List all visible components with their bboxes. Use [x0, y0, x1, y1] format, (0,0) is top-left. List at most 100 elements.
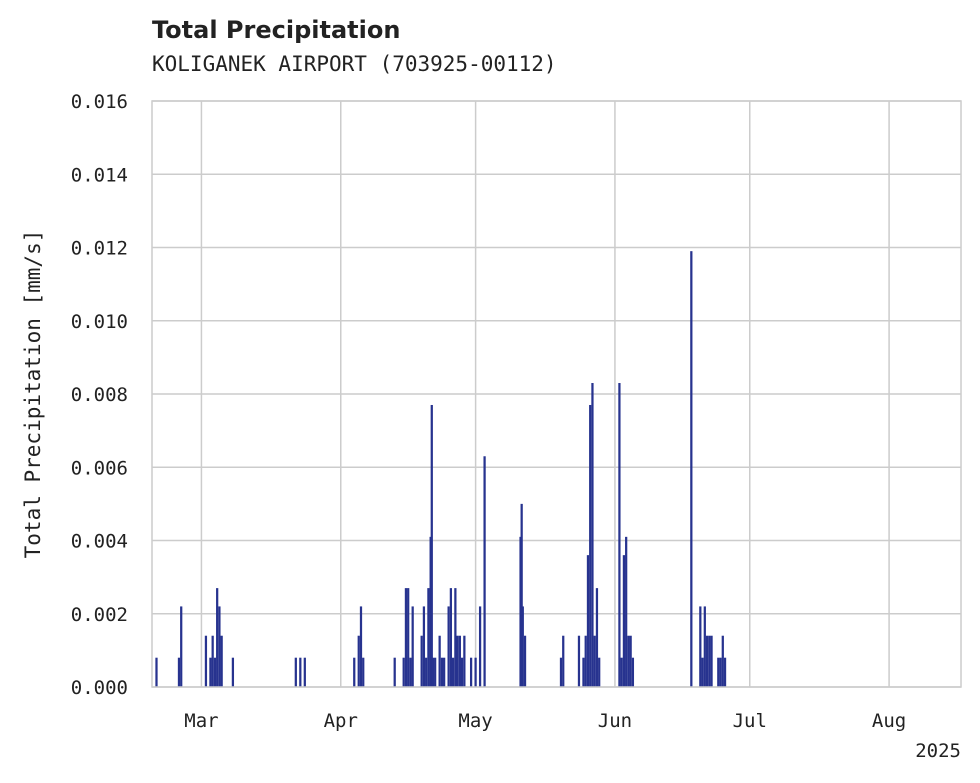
precipitation-bar: [591, 383, 594, 687]
precipitation-bar: [589, 404, 592, 687]
x-tick-label: Mar: [184, 710, 218, 732]
precipitation-bar: [211, 635, 214, 687]
precipitation-bar: [719, 657, 722, 687]
precipitation-bar: [586, 555, 590, 687]
precipitation-bar: [180, 606, 183, 687]
y-tick-label: 0.000: [71, 677, 128, 699]
precipitation-bar: [447, 606, 450, 687]
y-tick-label: 0.006: [71, 457, 128, 479]
precipitation-bar: [699, 606, 702, 687]
precipitation-bar: [703, 606, 706, 687]
precipitation-bar: [701, 657, 704, 687]
precipitation-bar: [454, 588, 457, 687]
y-tick-label: 0.004: [71, 531, 128, 553]
precipitation-bar: [622, 555, 626, 687]
precipitation-bar: [456, 635, 459, 687]
precipitation-bar: [483, 456, 486, 687]
precipitation-bar: [411, 606, 414, 687]
precipitation-bar: [582, 657, 585, 687]
precipitation-bar: [440, 657, 444, 687]
precipitation-bar: [420, 635, 423, 687]
precipitation-bar: [452, 657, 455, 687]
precipitation-bar: [520, 503, 523, 687]
precipitation-bar: [177, 657, 181, 687]
precipitation-bar: [690, 251, 693, 687]
y-tick-label: 0.012: [71, 238, 128, 260]
precipitation-bar: [593, 635, 596, 687]
precipitation-bar: [430, 404, 433, 687]
precipitation-bar: [303, 657, 306, 687]
precipitation-bar: [427, 588, 430, 687]
y-tick-label: 0.008: [71, 384, 128, 406]
precipitation-bar: [422, 606, 426, 687]
precipitation-bar: [204, 635, 208, 687]
y-tick-label: 0.016: [71, 91, 128, 113]
y-tick-label: 0.002: [71, 604, 128, 626]
precipitation-bar: [625, 536, 628, 687]
x-tick-label: Apr: [324, 710, 358, 732]
precipitation-bar: [708, 635, 711, 687]
precipitation-bar: [469, 657, 473, 687]
y-tick-labels: 0.000 0.002 0.004 0.006 0.008 0.010 0.012 0.014…: [71, 91, 128, 699]
precipitation-bar: [723, 657, 727, 687]
bar-series: [155, 251, 727, 687]
precipitation-bar: [478, 606, 482, 687]
precipitation-bar: [595, 588, 599, 687]
precipitation-bar: [620, 657, 623, 687]
x-tick-label: Aug: [872, 710, 906, 732]
chart-subtitle: KOLIGANEK AIRPORT (703925-00112): [152, 52, 557, 76]
precipitation-bar: [523, 635, 527, 687]
precipitation-bar: [404, 588, 408, 687]
precipitation-bar: [402, 657, 405, 687]
precipitation-bar: [460, 657, 464, 687]
precipitation-bar: [353, 657, 356, 687]
precipitation-bar: [562, 635, 565, 687]
precipitation-bar: [209, 657, 212, 687]
precipitation-bar: [231, 657, 235, 687]
precipitation-bar: [559, 657, 563, 687]
x-tick-labels: Mar Apr May Jun Jul Aug: [184, 710, 906, 732]
grid-lines: [152, 100, 961, 688]
precipitation-bar: [710, 635, 713, 687]
y-tick-label: 0.014: [71, 164, 128, 186]
plot-frame: [151, 100, 962, 688]
precipitation-bar: [425, 657, 428, 687]
y-axis-label: Total Precipitation [mm/s]: [21, 230, 45, 559]
precipitation-bar: [220, 635, 223, 687]
y-tick-label: 0.010: [71, 311, 128, 333]
precipitation-bar: [409, 657, 412, 687]
precipitation-bar: [155, 657, 158, 687]
precipitation-bar: [618, 383, 621, 687]
precipitation-bar: [627, 635, 630, 687]
precipitation-bar: [449, 588, 453, 687]
precipitation-bar: [434, 657, 437, 687]
precipitation-bar: [474, 657, 477, 687]
precipitation-bar: [294, 657, 297, 687]
precipitation-bar: [463, 635, 466, 687]
precipitation-bar: [584, 635, 587, 687]
precipitation-bar: [717, 657, 720, 687]
precipitation-bar: [362, 657, 365, 687]
precipitation-bar: [629, 635, 632, 687]
precipitation-bar: [631, 657, 635, 687]
year-label: 2025: [915, 740, 961, 762]
precipitation-bar: [705, 635, 709, 687]
precipitation-bar: [438, 635, 441, 687]
precipitation-bar: [299, 657, 302, 687]
precipitation-bar: [443, 657, 446, 687]
x-tick-label: May: [458, 710, 492, 732]
precipitation-bar: [721, 635, 724, 687]
precipitation-bar: [407, 588, 410, 687]
x-tick-label: Jun: [598, 710, 632, 732]
chart-title: Total Precipitation: [152, 16, 401, 44]
x-tick-label: Jul: [733, 710, 767, 732]
precipitation-bar: [213, 657, 217, 687]
precipitation-bar: [393, 657, 396, 687]
precipitation-bar: [218, 606, 221, 687]
precipitation-bar: [359, 606, 363, 687]
precipitation-bar: [431, 657, 435, 687]
precipitation-bar: [577, 635, 581, 687]
precipitation-bar: [458, 635, 461, 687]
precipitation-bar: [598, 657, 601, 687]
